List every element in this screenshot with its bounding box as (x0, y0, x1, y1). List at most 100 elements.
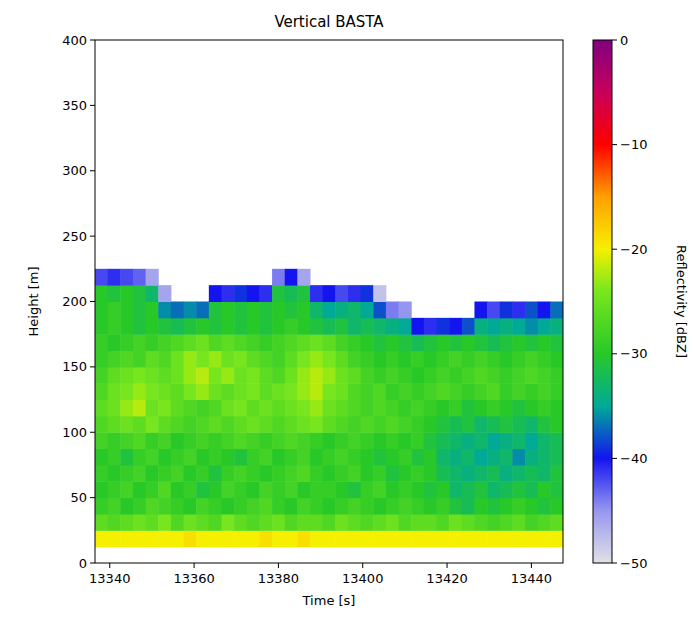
cell (133, 400, 146, 417)
y-tick-label: 100 (62, 425, 87, 440)
cell (424, 367, 437, 384)
cell (133, 285, 146, 302)
colorbar-title: Reflectivity [dBZ] (674, 245, 689, 358)
cell (184, 318, 197, 335)
cell (335, 400, 348, 417)
cell (424, 498, 437, 515)
cell (95, 269, 108, 286)
cell (272, 530, 285, 547)
cell (184, 481, 197, 498)
cell (133, 498, 146, 515)
cell (361, 285, 374, 302)
cell (538, 465, 551, 482)
cell (323, 481, 336, 498)
cell (474, 318, 487, 335)
cell (108, 367, 121, 384)
cell (297, 432, 310, 449)
cell (462, 432, 475, 449)
cell (437, 481, 450, 498)
cell (487, 449, 500, 466)
cell (538, 449, 551, 466)
cell (474, 498, 487, 515)
cell (525, 302, 538, 319)
cell (297, 530, 310, 547)
cell (348, 416, 361, 433)
cell (361, 367, 374, 384)
cell (335, 449, 348, 466)
cell (171, 334, 184, 351)
cell (272, 465, 285, 482)
cell (285, 432, 298, 449)
cell (525, 449, 538, 466)
cell (95, 530, 108, 547)
cell (272, 481, 285, 498)
cell (335, 318, 348, 335)
cell (512, 530, 525, 547)
cell (474, 465, 487, 482)
cell (335, 302, 348, 319)
cell (512, 449, 525, 466)
x-tick (531, 563, 532, 568)
cell (373, 400, 386, 417)
cell (247, 334, 260, 351)
cell (272, 318, 285, 335)
cell (386, 465, 399, 482)
cell (500, 465, 513, 482)
cell (297, 465, 310, 482)
cell (449, 498, 462, 515)
cell (386, 432, 399, 449)
cell (462, 383, 475, 400)
cell (373, 416, 386, 433)
cell (361, 498, 374, 515)
cell (323, 514, 336, 531)
cell (184, 498, 197, 515)
cell (424, 400, 437, 417)
cell (120, 400, 133, 417)
cell (171, 498, 184, 515)
cell (487, 530, 500, 547)
cell (550, 481, 563, 498)
cell (108, 318, 121, 335)
cell (487, 334, 500, 351)
cell (323, 465, 336, 482)
cell (158, 367, 171, 384)
cell (120, 383, 133, 400)
cell (373, 351, 386, 368)
cell (120, 302, 133, 319)
cell (538, 481, 551, 498)
cell (550, 514, 563, 531)
colorbar-tick-label: −10 (620, 137, 647, 152)
cell (373, 514, 386, 531)
cell (95, 498, 108, 515)
cell (171, 449, 184, 466)
cell (234, 334, 247, 351)
cell (272, 367, 285, 384)
cell (386, 351, 399, 368)
cell (437, 383, 450, 400)
cell (424, 465, 437, 482)
cell (310, 334, 323, 351)
cell (373, 432, 386, 449)
cell (361, 481, 374, 498)
cell (184, 530, 197, 547)
title: Vertical BASTA (274, 13, 384, 31)
cell (550, 334, 563, 351)
cell (474, 383, 487, 400)
cell (550, 449, 563, 466)
cell (95, 400, 108, 417)
y-tick-label: 350 (62, 98, 87, 113)
cell (411, 351, 424, 368)
cell (171, 318, 184, 335)
cell (335, 498, 348, 515)
cell (259, 285, 272, 302)
colorbar-tick (612, 563, 617, 564)
y-tick-label: 50 (70, 490, 87, 505)
cell (234, 318, 247, 335)
cell (411, 449, 424, 466)
cell (146, 269, 159, 286)
cell (297, 367, 310, 384)
cell (449, 530, 462, 547)
cell (348, 465, 361, 482)
cell (221, 514, 234, 531)
cell (335, 481, 348, 498)
